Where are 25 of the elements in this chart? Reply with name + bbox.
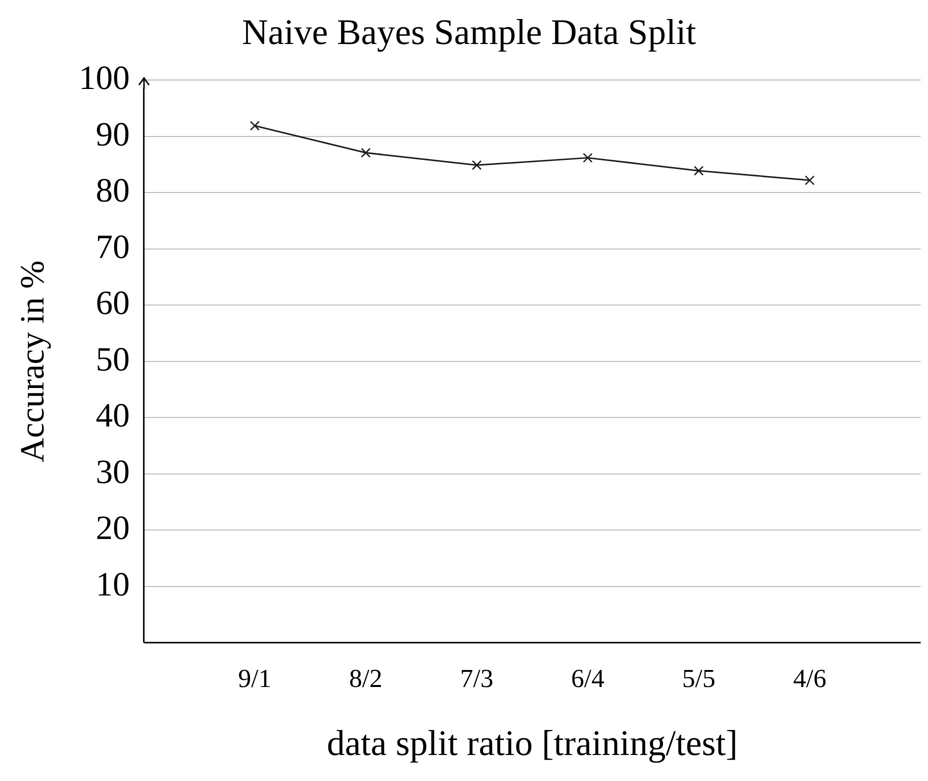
y-tick-label: 80	[96, 172, 130, 210]
x-tick-label: 5/5	[682, 664, 716, 694]
point	[472, 160, 482, 170]
chart-title: Naive Bayes Sample Data Split	[242, 12, 696, 52]
point	[582, 152, 593, 163]
x-tick-label: 6/4	[571, 664, 604, 694]
point	[360, 148, 371, 158]
x-axis-title: data split ratio [training/test]	[326, 722, 738, 763]
point	[804, 175, 815, 186]
x-tick-label: 4/6	[793, 664, 826, 694]
point	[694, 166, 704, 176]
y-tick-label: 30	[96, 454, 130, 491]
y-tick-label: 50	[96, 341, 130, 378]
y-tick-label: 40	[96, 398, 130, 435]
y-tick-label: 70	[96, 228, 130, 266]
x-tick-label: 9/1	[238, 664, 272, 694]
x-tick-label: 8/2	[349, 664, 382, 694]
y-tick-label: 100	[78, 60, 130, 98]
y-tick-label: 20	[96, 510, 130, 548]
y-tick-label: 90	[96, 116, 130, 154]
y-axis-title: Accuracy in %	[14, 260, 52, 462]
x-tick-label: 7/3	[460, 664, 494, 694]
y-tick-label: 10	[96, 566, 130, 604]
y-tick-label: 60	[96, 285, 130, 322]
point	[250, 120, 260, 131]
